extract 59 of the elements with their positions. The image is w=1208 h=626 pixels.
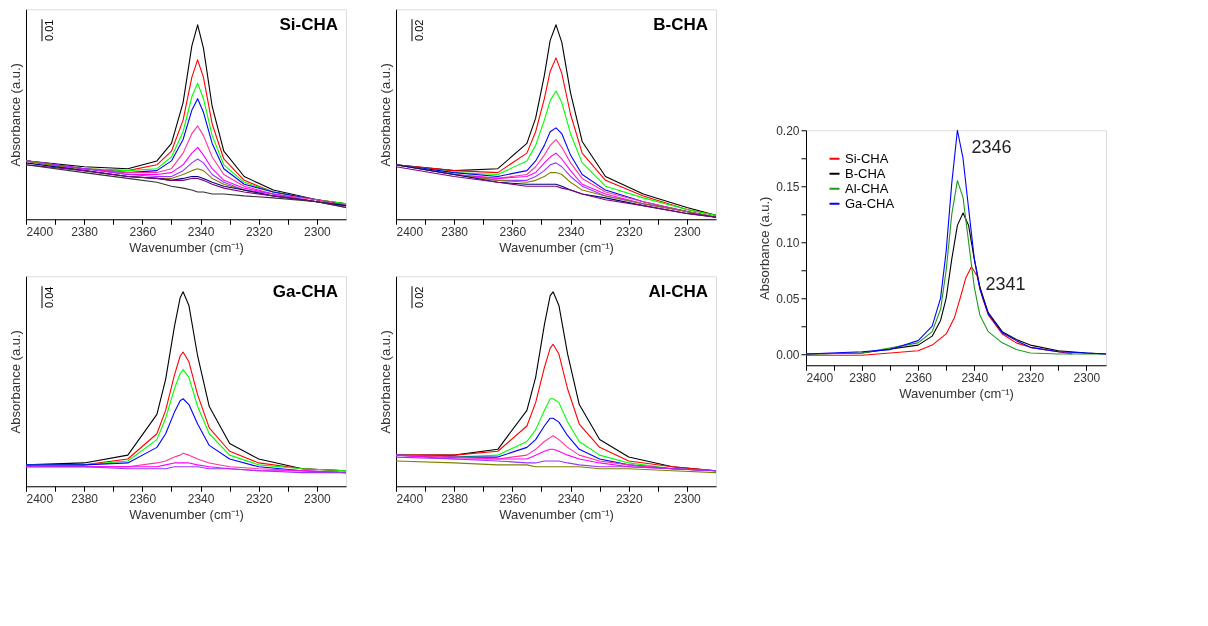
x-tick-label: 2340 [187, 224, 215, 239]
y-axis-title: Absorbance (a.u.) [7, 330, 23, 434]
y-axis-title: Absorbance (a.u.) [757, 196, 773, 300]
x-tick-label: 2360 [129, 491, 157, 506]
x-tick-label: 2400 [806, 370, 834, 385]
x-tick-label: 2380 [71, 224, 99, 239]
annotation: 0.02 [413, 286, 425, 308]
x-tick-label: 2380 [71, 491, 99, 506]
x-tick-label: 2320 [245, 224, 273, 239]
x-tick-label: 2360 [129, 224, 157, 239]
x-tick-label: 2400 [26, 224, 54, 239]
x-tick-label: 2400 [396, 491, 424, 506]
annotation: 0.04 [43, 286, 55, 308]
x-tick-label: 2300 [304, 491, 332, 506]
x-tick-label: 2380 [849, 370, 877, 385]
y-tick-label: 0.15 [776, 179, 800, 194]
x-tick-label: 2300 [674, 491, 702, 506]
x-axis-title: Wavenumber (cm⁻¹) [499, 506, 614, 522]
legend-label: B-CHA [845, 165, 886, 181]
y-axis-title: Absorbance (a.u.) [377, 63, 393, 167]
y-axis-title: Absorbance (a.u.) [7, 63, 23, 167]
x-tick-label: 2300 [674, 224, 702, 239]
y-tick-label: 0.00 [776, 347, 800, 362]
annotation: 2346 [971, 137, 1012, 158]
y-tick-label: 0.20 [776, 123, 800, 138]
x-tick-label: 2360 [499, 224, 527, 239]
legend-label: Al-CHA [845, 180, 889, 196]
y-tick-label: 0.10 [776, 235, 800, 250]
x-tick-label: 2360 [905, 370, 933, 385]
x-tick-label: 2340 [557, 224, 585, 239]
x-tick-label: 2320 [615, 224, 643, 239]
x-axis-title: Wavenumber (cm⁻¹) [899, 385, 1014, 401]
x-tick-label: 2360 [499, 491, 527, 506]
x-tick-label: 2340 [961, 370, 989, 385]
annotation: 0.02 [413, 19, 425, 41]
y-tick-label: 0.05 [776, 291, 800, 306]
x-axis-title: Wavenumber (cm⁻¹) [129, 239, 244, 255]
x-tick-label: 2340 [557, 491, 585, 506]
x-axis-title: Wavenumber (cm⁻¹) [499, 239, 614, 255]
x-tick-label: 2400 [396, 224, 424, 239]
x-tick-label: 2320 [1017, 370, 1045, 385]
chart-title: Ga-CHA [272, 282, 338, 302]
legend-label: Ga-CHA [845, 195, 895, 211]
annotation: 0.01 [43, 19, 55, 41]
x-tick-label: 2300 [304, 224, 332, 239]
x-tick-label: 2380 [441, 224, 469, 239]
x-tick-label: 2320 [615, 491, 643, 506]
x-tick-label: 2400 [26, 491, 54, 506]
x-tick-label: 2340 [187, 491, 215, 506]
annotation: 2341 [985, 273, 1026, 294]
chart-title: B-CHA [653, 15, 708, 35]
legend-label: Si-CHA [845, 150, 889, 166]
x-axis-title: Wavenumber (cm⁻¹) [129, 506, 244, 522]
chart-title: Si-CHA [279, 15, 338, 35]
chart-title: Al-CHA [648, 282, 708, 302]
x-tick-label: 2380 [441, 491, 469, 506]
x-tick-label: 2320 [245, 491, 273, 506]
y-axis-title: Absorbance (a.u.) [377, 330, 393, 434]
x-tick-label: 2300 [1073, 370, 1101, 385]
